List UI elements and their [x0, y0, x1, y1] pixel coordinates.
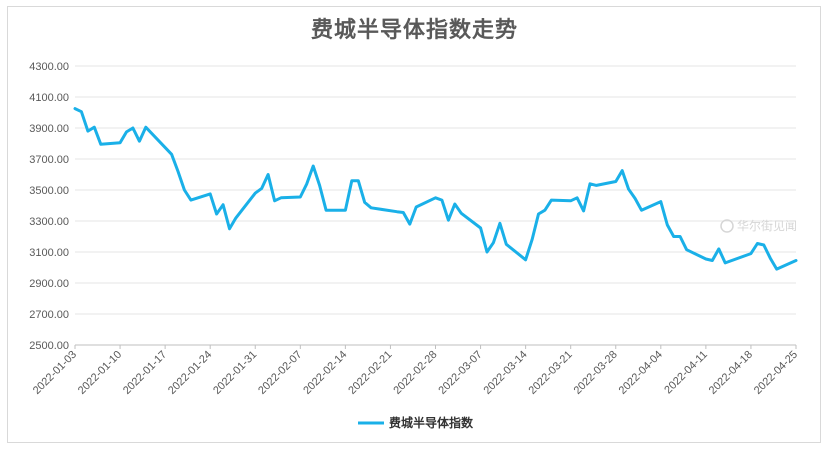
y-tick-label: 2500.00 — [29, 340, 69, 352]
x-tick-label: 2022-01-31 — [211, 349, 259, 397]
y-tick-label: 2700.00 — [29, 309, 69, 321]
x-tick-label: 2022-03-28 — [572, 349, 620, 397]
x-tick-label: 2022-04-25 — [752, 349, 800, 397]
x-axis: 2022-01-032022-01-102022-01-172022-01-24… — [31, 345, 800, 397]
gridlines — [75, 65, 796, 346]
x-tick-label: 2022-02-07 — [256, 349, 304, 397]
watermark: 华尔街见闻 — [720, 218, 797, 233]
x-tick-label: 2022-03-14 — [481, 349, 529, 397]
series-line — [73, 107, 798, 271]
x-tick-label: 2022-03-07 — [436, 349, 484, 397]
x-tick-label: 2022-02-28 — [391, 349, 439, 397]
x-tick-label: 2022-01-03 — [31, 349, 79, 397]
y-tick-label: 3100.00 — [29, 247, 69, 259]
watermark-logo-icon — [720, 219, 734, 233]
legend: 费城半导体指数 — [358, 415, 474, 430]
y-tick-label: 3700.00 — [29, 154, 69, 166]
chart-title: 费城半导体指数走势 — [310, 17, 518, 43]
y-tick-label: 3300.00 — [29, 216, 69, 228]
x-tick-label: 2022-02-14 — [301, 349, 349, 397]
x-tick-label: 2022-02-21 — [346, 349, 394, 397]
x-tick-label: 2022-04-04 — [617, 349, 665, 397]
y-tick-label: 2900.00 — [29, 278, 69, 290]
y-axis: 2500.00 2700.00 2900.00 3100.00 3300.00 3500.… — [29, 61, 69, 352]
x-tick-label: 2022-04-18 — [707, 349, 755, 397]
chart-frame — [7, 6, 821, 443]
legend-label: 费城半导体指数 — [389, 415, 474, 430]
series-layer — [73, 107, 798, 271]
y-tick-label: 4300.00 — [29, 61, 69, 73]
x-tick-label: 2022-04-11 — [662, 349, 710, 397]
y-tick-label: 3900.00 — [29, 123, 69, 135]
x-tick-label: 2022-01-24 — [166, 349, 214, 397]
y-tick-label: 3500.00 — [29, 185, 69, 197]
x-tick-label: 2022-03-21 — [527, 349, 575, 397]
x-tick-label: 2022-01-10 — [76, 349, 124, 397]
watermark-text: 华尔街见闻 — [737, 218, 797, 233]
y-tick-label: 4100.00 — [29, 92, 69, 104]
x-tick-label: 2022-01-17 — [121, 349, 169, 397]
